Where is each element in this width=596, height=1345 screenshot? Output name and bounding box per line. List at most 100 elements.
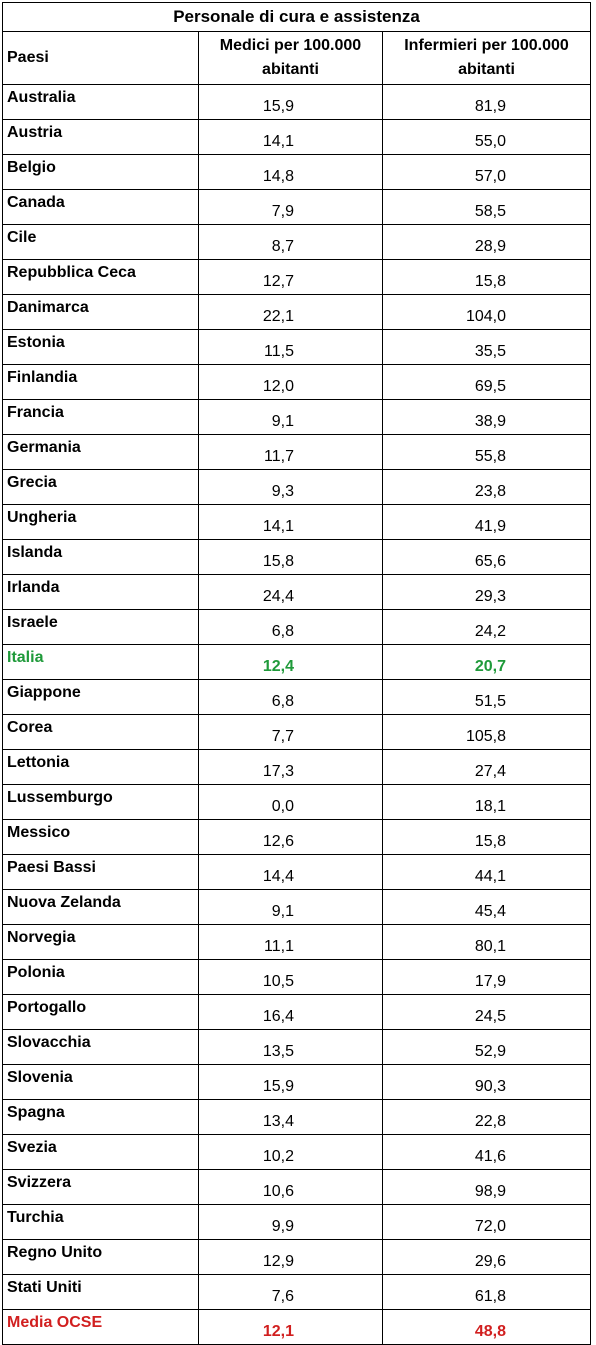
country-cell: Spagna — [2, 1099, 199, 1135]
country-cell: Danimarca — [2, 294, 199, 330]
nurses-cell: 61,8 — [381, 1274, 592, 1310]
country-cell: Israele — [2, 609, 199, 645]
country-cell: Estonia — [2, 329, 199, 365]
table-row: Finlandia 12,0 69,5 — [2, 364, 592, 400]
table-row: Portogallo 16,4 24,5 — [2, 994, 592, 1030]
country-cell: Grecia — [2, 469, 199, 505]
table-row: Corea 7,7 105,8 — [2, 714, 592, 750]
table-row: Islanda 15,8 65,6 — [2, 539, 592, 575]
table-row: Italia 12,4 20,7 — [2, 644, 592, 680]
doctors-cell: 12,9 — [198, 1239, 383, 1275]
doctors-cell: 13,5 — [198, 1029, 383, 1065]
country-cell: Italia — [2, 644, 199, 680]
doctors-cell: 10,5 — [198, 959, 383, 995]
doctors-cell: 10,2 — [198, 1134, 383, 1170]
nurses-cell: 44,1 — [381, 854, 592, 890]
country-cell: Turchia — [2, 1204, 199, 1240]
country-cell: Finlandia — [2, 364, 199, 400]
table-body: Australia 15,9 81,9 Austria 14,1 55,0 Belgio 14… — [2, 84, 592, 1345]
country-cell: Giappone — [2, 679, 199, 715]
country-cell: Islanda — [2, 539, 199, 575]
doctors-cell: 13,4 — [198, 1099, 383, 1135]
doctors-cell: 16,4 — [198, 994, 383, 1030]
doctors-cell: 14,4 — [198, 854, 383, 890]
doctors-cell: 11,1 — [198, 924, 383, 960]
doctors-cell: 10,6 — [198, 1169, 383, 1205]
country-cell: Ungheria — [2, 504, 199, 540]
nurses-cell: 80,1 — [381, 924, 592, 960]
nurses-cell: 58,5 — [381, 189, 592, 225]
nurses-cell: 45,4 — [381, 889, 592, 925]
doctors-cell: 9,3 — [198, 469, 383, 505]
header-nurses: Infermieri per 100.000 abitanti — [381, 31, 592, 85]
doctors-cell: 11,7 — [198, 434, 383, 470]
table-row: Ungheria 14,1 41,9 — [2, 504, 592, 540]
nurses-cell: 57,0 — [381, 154, 592, 190]
nurses-cell: 29,6 — [381, 1239, 592, 1275]
nurses-cell: 20,7 — [381, 644, 592, 680]
table-row: Cile 8,7 28,9 — [2, 224, 592, 260]
country-cell: Australia — [2, 84, 199, 120]
country-cell: Belgio — [2, 154, 199, 190]
doctors-cell: 15,9 — [198, 84, 383, 120]
nurses-cell: 24,5 — [381, 994, 592, 1030]
table-row: Repubblica Ceca 12,7 15,8 — [2, 259, 592, 295]
table-row: Svezia 10,2 41,6 — [2, 1134, 592, 1170]
table-row: Spagna 13,4 22,8 — [2, 1099, 592, 1135]
table-row: Polonia 10,5 17,9 — [2, 959, 592, 995]
doctors-cell: 8,7 — [198, 224, 383, 260]
table-row: Germania 11,7 55,8 — [2, 434, 592, 470]
nurses-cell: 27,4 — [381, 749, 592, 785]
table-row: Lussemburgo 0,0 18,1 — [2, 784, 592, 820]
table-row: Slovacchia 13,5 52,9 — [2, 1029, 592, 1065]
country-cell: Canada — [2, 189, 199, 225]
country-cell: Stati Uniti — [2, 1274, 199, 1310]
nurses-cell: 48,8 — [381, 1309, 592, 1345]
country-cell: Lettonia — [2, 749, 199, 785]
country-cell: Polonia — [2, 959, 199, 995]
doctors-cell: 6,8 — [198, 609, 383, 645]
nurses-cell: 90,3 — [381, 1064, 592, 1100]
nurses-cell: 15,8 — [381, 819, 592, 855]
doctors-cell: 9,9 — [198, 1204, 383, 1240]
country-cell: Austria — [2, 119, 199, 155]
doctors-cell: 7,6 — [198, 1274, 383, 1310]
doctors-cell: 7,9 — [198, 189, 383, 225]
table-row: Svizzera 10,6 98,9 — [2, 1169, 592, 1205]
doctors-cell: 14,8 — [198, 154, 383, 190]
doctors-cell: 9,1 — [198, 889, 383, 925]
table-row: Nuova Zelanda 9,1 45,4 — [2, 889, 592, 925]
header-country: Paesi — [2, 31, 199, 85]
doctors-cell: 24,4 — [198, 574, 383, 610]
country-cell: Messico — [2, 819, 199, 855]
nurses-cell: 22,8 — [381, 1099, 592, 1135]
country-cell: Irlanda — [2, 574, 199, 610]
doctors-cell: 7,7 — [198, 714, 383, 750]
doctors-cell: 0,0 — [198, 784, 383, 820]
doctors-cell: 12,1 — [198, 1309, 383, 1345]
doctors-cell: 17,3 — [198, 749, 383, 785]
doctors-cell: 14,1 — [198, 119, 383, 155]
table-row: Giappone 6,8 51,5 — [2, 679, 592, 715]
doctors-cell: 9,1 — [198, 399, 383, 435]
doctors-cell: 12,7 — [198, 259, 383, 295]
country-cell: Media OCSE — [2, 1309, 199, 1345]
doctors-cell: 11,5 — [198, 329, 383, 365]
nurses-cell: 51,5 — [381, 679, 592, 715]
nurses-cell: 98,9 — [381, 1169, 592, 1205]
table-row: Slovenia 15,9 90,3 — [2, 1064, 592, 1100]
table-row: Turchia 9,9 72,0 — [2, 1204, 592, 1240]
nurses-cell: 65,6 — [381, 539, 592, 575]
nurses-cell: 55,0 — [381, 119, 592, 155]
table-row: Danimarca 22,1 104,0 — [2, 294, 592, 330]
header-row: Paesi Medici per 100.000 abitanti Inferm… — [2, 31, 592, 85]
table-row: Estonia 11,5 35,5 — [2, 329, 592, 365]
table-row: Messico 12,6 15,8 — [2, 819, 592, 855]
nurses-cell: 38,9 — [381, 399, 592, 435]
country-cell: Portogallo — [2, 994, 199, 1030]
country-cell: Svizzera — [2, 1169, 199, 1205]
nurses-cell: 69,5 — [381, 364, 592, 400]
country-cell: Paesi Bassi — [2, 854, 199, 890]
title-row: Personale di cura e assistenza — [1, 2, 592, 32]
